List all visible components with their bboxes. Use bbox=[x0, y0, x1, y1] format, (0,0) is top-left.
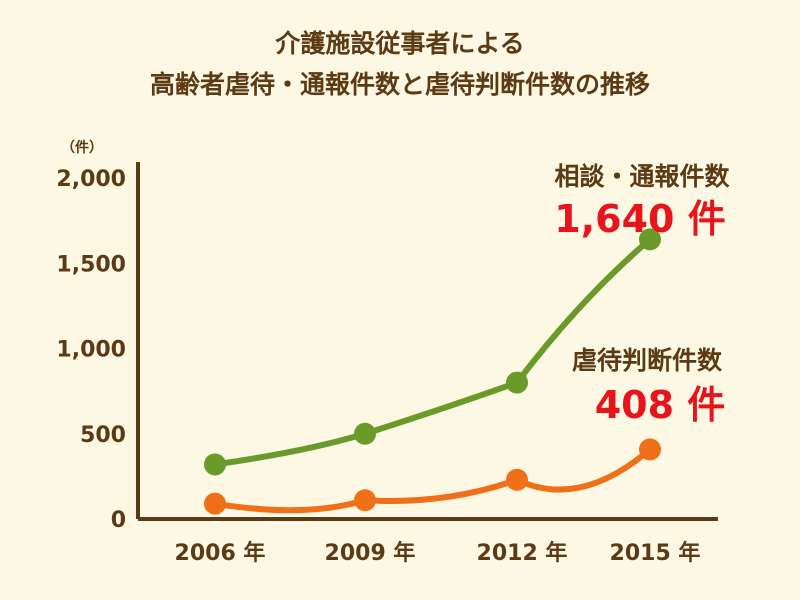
x-ticks: 2006 年 2009 年 2012 年 2015 年 bbox=[175, 540, 701, 566]
x-tick-label: 2015 年 bbox=[610, 540, 701, 566]
y-tick-label: 1,000 bbox=[56, 338, 126, 363]
data-point bbox=[639, 228, 661, 251]
x-tick-label: 2012 年 bbox=[477, 540, 568, 566]
x-tick-label: 2006 年 bbox=[175, 540, 266, 566]
data-point bbox=[204, 492, 226, 515]
data-point bbox=[506, 468, 528, 491]
y-tick-label: 1,500 bbox=[56, 252, 126, 277]
annotation-consultation-total: 1,640 件 bbox=[554, 197, 725, 241]
y-axis-unit: （件） bbox=[61, 139, 103, 156]
series-consultation bbox=[204, 228, 661, 476]
y-tick-label: 500 bbox=[80, 423, 126, 448]
data-point bbox=[354, 422, 376, 445]
chart-title-line-2: 高齢者虐待・通報件数と虐待判断件数の推移 bbox=[150, 70, 650, 99]
chart-title-line-1: 介護施設従事者による bbox=[274, 29, 524, 58]
series-line bbox=[212, 446, 653, 514]
series-line bbox=[212, 236, 653, 468]
data-point bbox=[204, 453, 226, 476]
series-abuse-judgement bbox=[204, 438, 661, 515]
series-name-consultation: 相談・通報件数 bbox=[554, 162, 730, 191]
y-ticks: 0 500 1,000 1,500 2,000 bbox=[56, 167, 126, 533]
series-name-abuse-judgement: 虐待判断件数 bbox=[572, 346, 723, 375]
series-layer bbox=[204, 228, 661, 515]
annotation-abuse-judgement-total: 408 件 bbox=[595, 383, 726, 427]
axes bbox=[136, 162, 718, 521]
y-tick-label: 2,000 bbox=[56, 167, 126, 192]
y-tick-label: 0 bbox=[111, 508, 126, 533]
x-tick-label: 2009 年 bbox=[325, 540, 416, 566]
data-point bbox=[639, 438, 661, 461]
data-point bbox=[354, 489, 376, 512]
data-point bbox=[506, 371, 528, 394]
